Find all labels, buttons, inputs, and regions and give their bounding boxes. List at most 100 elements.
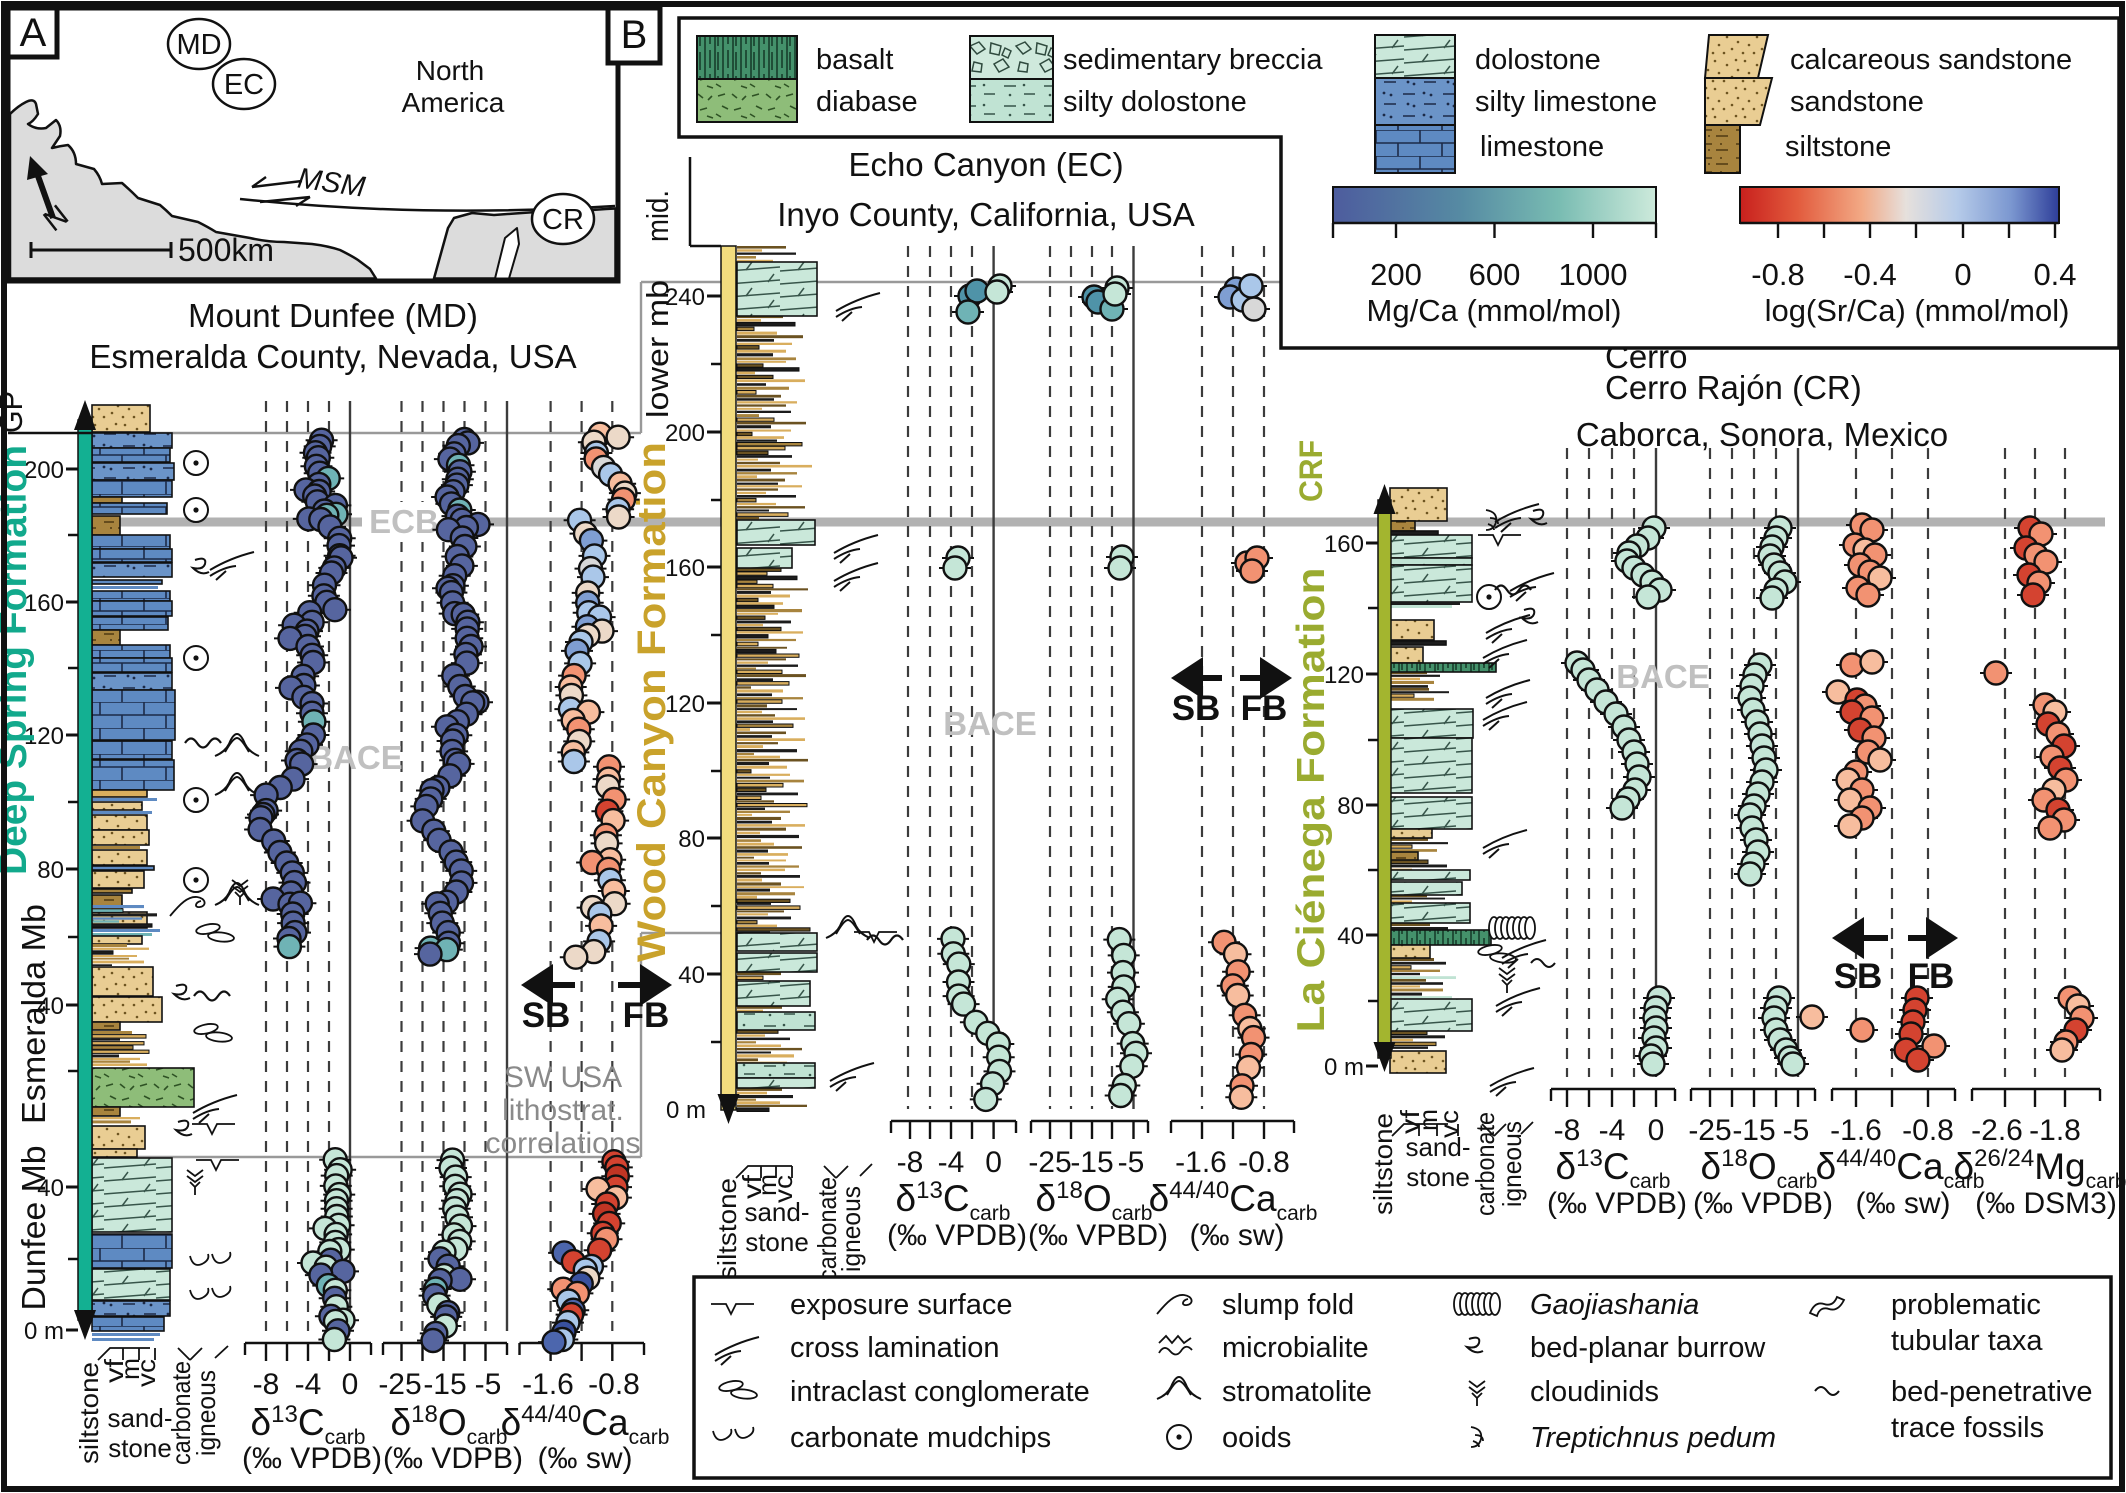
svg-text:SB: SB bbox=[1834, 957, 1883, 996]
svg-text:calcareous sandstone: calcareous sandstone bbox=[1790, 44, 2072, 76]
svg-text:-4: -4 bbox=[295, 1368, 322, 1401]
svg-text:sand-: sand- bbox=[1405, 1132, 1470, 1162]
svg-text:(‰ VPDB): (‰ VPDB) bbox=[1547, 1187, 1687, 1220]
svg-text:vf: vf bbox=[737, 1174, 767, 1199]
svg-text:0: 0 bbox=[342, 1368, 359, 1401]
svg-text:CR: CR bbox=[542, 204, 584, 236]
svg-text:(‰ VPDB): (‰ VPDB) bbox=[1693, 1187, 1833, 1220]
svg-text:m: m bbox=[1413, 1109, 1443, 1131]
svg-text:slump fold: slump fold bbox=[1222, 1289, 1354, 1321]
svg-text:problematic: problematic bbox=[1891, 1289, 2041, 1321]
svg-text:-5: -5 bbox=[1118, 1146, 1145, 1179]
svg-text:-1.8: -1.8 bbox=[2029, 1114, 2081, 1147]
svg-text:mid.: mid. bbox=[640, 190, 675, 242]
svg-text:vc: vc bbox=[768, 1175, 798, 1203]
svg-text:igneous: igneous bbox=[191, 1370, 221, 1456]
svg-text:(‰ sw): (‰ sw) bbox=[1856, 1187, 1951, 1220]
svg-text:Caborca, Sonora, Mexico: Caborca, Sonora, Mexico bbox=[1576, 416, 1948, 453]
svg-text:-25: -25 bbox=[1028, 1146, 1071, 1179]
svg-text:Esmeralda County, Nevada, USA: Esmeralda County, Nevada, USA bbox=[89, 338, 576, 375]
svg-text:vc: vc bbox=[131, 1359, 161, 1387]
svg-text:80: 80 bbox=[1337, 793, 1364, 820]
svg-text:sedimentary breccia: sedimentary breccia bbox=[1063, 44, 1323, 76]
svg-text:-0.8: -0.8 bbox=[588, 1368, 640, 1401]
svg-text:120: 120 bbox=[24, 723, 64, 750]
svg-text:dolostone: dolostone bbox=[1475, 44, 1601, 76]
svg-text:120: 120 bbox=[1324, 662, 1364, 689]
svg-text:-0.4: -0.4 bbox=[1843, 257, 1896, 292]
svg-text:ECB: ECB bbox=[369, 503, 439, 540]
svg-text:-0.8: -0.8 bbox=[1902, 1114, 1954, 1147]
svg-text:trace fossils: trace fossils bbox=[1891, 1412, 2044, 1444]
svg-text:diabase: diabase bbox=[816, 86, 918, 118]
svg-text:Inyo County, California, USA: Inyo County, California, USA bbox=[777, 196, 1195, 233]
svg-text:-0.8: -0.8 bbox=[1238, 1146, 1290, 1179]
svg-text:-4: -4 bbox=[1599, 1114, 1626, 1147]
svg-text:BACE: BACE bbox=[1616, 658, 1710, 695]
svg-text:CRF: CRF bbox=[1293, 440, 1329, 502]
svg-text:North: North bbox=[416, 55, 484, 86]
svg-text:bed-penetrative: bed-penetrative bbox=[1891, 1376, 2093, 1408]
svg-text:200: 200 bbox=[1370, 257, 1422, 292]
svg-text:siltstone: siltstone bbox=[1368, 1113, 1398, 1215]
svg-text:Esmeralda Mb: Esmeralda Mb bbox=[15, 904, 52, 1124]
svg-text:Cerro Rajón (CR): Cerro Rajón (CR) bbox=[1605, 369, 1862, 406]
svg-text:0.4: 0.4 bbox=[2033, 257, 2076, 292]
svg-text:δ44/40Cacarb: δ44/40Cacarb bbox=[1149, 1177, 1318, 1225]
svg-text:-1.6: -1.6 bbox=[1830, 1114, 1882, 1147]
svg-text:igneous: igneous bbox=[836, 1186, 866, 1272]
svg-text:-8: -8 bbox=[253, 1368, 280, 1401]
svg-text:carbonate: carbonate bbox=[166, 1361, 196, 1465]
svg-text:cloudinids: cloudinids bbox=[1530, 1376, 1659, 1408]
svg-text:Mount Dunfee (MD): Mount Dunfee (MD) bbox=[188, 297, 478, 334]
svg-text:vf: vf bbox=[1395, 1109, 1425, 1134]
svg-text:-8: -8 bbox=[1554, 1114, 1581, 1147]
svg-text:160: 160 bbox=[1324, 531, 1364, 558]
svg-text:δ13Ccarb: δ13Ccarb bbox=[251, 1401, 366, 1449]
svg-text:-15: -15 bbox=[1070, 1146, 1113, 1179]
svg-text:200: 200 bbox=[24, 457, 64, 484]
svg-text:stone: stone bbox=[1406, 1162, 1470, 1192]
svg-text:stromatolite: stromatolite bbox=[1222, 1376, 1372, 1408]
svg-text:siltstone: siltstone bbox=[712, 1178, 742, 1280]
svg-text:La Ciénega Formation: La Ciénega Formation bbox=[1290, 568, 1333, 1033]
svg-text:limestone: limestone bbox=[1480, 131, 1604, 163]
svg-text:carbonate: carbonate bbox=[812, 1177, 842, 1281]
svg-text:Gaojiashania: Gaojiashania bbox=[1530, 1289, 1699, 1321]
svg-text:40: 40 bbox=[37, 1175, 64, 1202]
svg-text:Dunfee Mb: Dunfee Mb bbox=[15, 1146, 52, 1311]
svg-text:carbonate: carbonate bbox=[1470, 1112, 1500, 1216]
svg-text:δ18Ocarb: δ18Ocarb bbox=[391, 1401, 508, 1449]
svg-text:silty limestone: silty limestone bbox=[1475, 86, 1657, 118]
svg-text:m: m bbox=[752, 1174, 782, 1196]
svg-text:cross lamination: cross lamination bbox=[790, 1332, 1000, 1364]
svg-text:carbonate mudchips: carbonate mudchips bbox=[790, 1422, 1051, 1454]
svg-text:0 m: 0 m bbox=[1324, 1054, 1364, 1081]
svg-text:40: 40 bbox=[678, 962, 705, 989]
svg-text:Mg/Ca (mmol/mol): Mg/Ca (mmol/mol) bbox=[1367, 293, 1622, 328]
svg-text:-0.8: -0.8 bbox=[1751, 257, 1804, 292]
svg-text:40: 40 bbox=[1337, 923, 1364, 950]
svg-text:160: 160 bbox=[665, 555, 705, 582]
svg-text:SW USA: SW USA bbox=[504, 1061, 622, 1094]
svg-text:SB: SB bbox=[522, 996, 571, 1035]
svg-text:δ13Ccarb: δ13Ccarb bbox=[896, 1177, 1011, 1225]
svg-text:0: 0 bbox=[1954, 257, 1971, 292]
svg-text:sandstone: sandstone bbox=[1790, 86, 1924, 118]
svg-text:120: 120 bbox=[665, 691, 705, 718]
svg-text:-15: -15 bbox=[423, 1368, 466, 1401]
svg-text:-25: -25 bbox=[1688, 1114, 1731, 1147]
svg-text:0 m: 0 m bbox=[666, 1097, 706, 1124]
svg-text:-5: -5 bbox=[1783, 1114, 1810, 1147]
svg-text:160: 160 bbox=[24, 590, 64, 617]
svg-text:80: 80 bbox=[37, 857, 64, 884]
svg-text:A: A bbox=[20, 11, 47, 55]
svg-text:δ26/24Mgcarb: δ26/24Mgcarb bbox=[1954, 1145, 2126, 1193]
svg-text:(‰ VPDB): (‰ VPDB) bbox=[887, 1219, 1027, 1252]
svg-text:Treptichnus pedum: Treptichnus pedum bbox=[1530, 1422, 1776, 1454]
svg-text:sand-: sand- bbox=[744, 1197, 809, 1227]
svg-text:0: 0 bbox=[1648, 1114, 1665, 1147]
svg-text:FB: FB bbox=[1241, 689, 1288, 728]
svg-text:-25: -25 bbox=[378, 1368, 421, 1401]
svg-text:200: 200 bbox=[665, 420, 705, 447]
